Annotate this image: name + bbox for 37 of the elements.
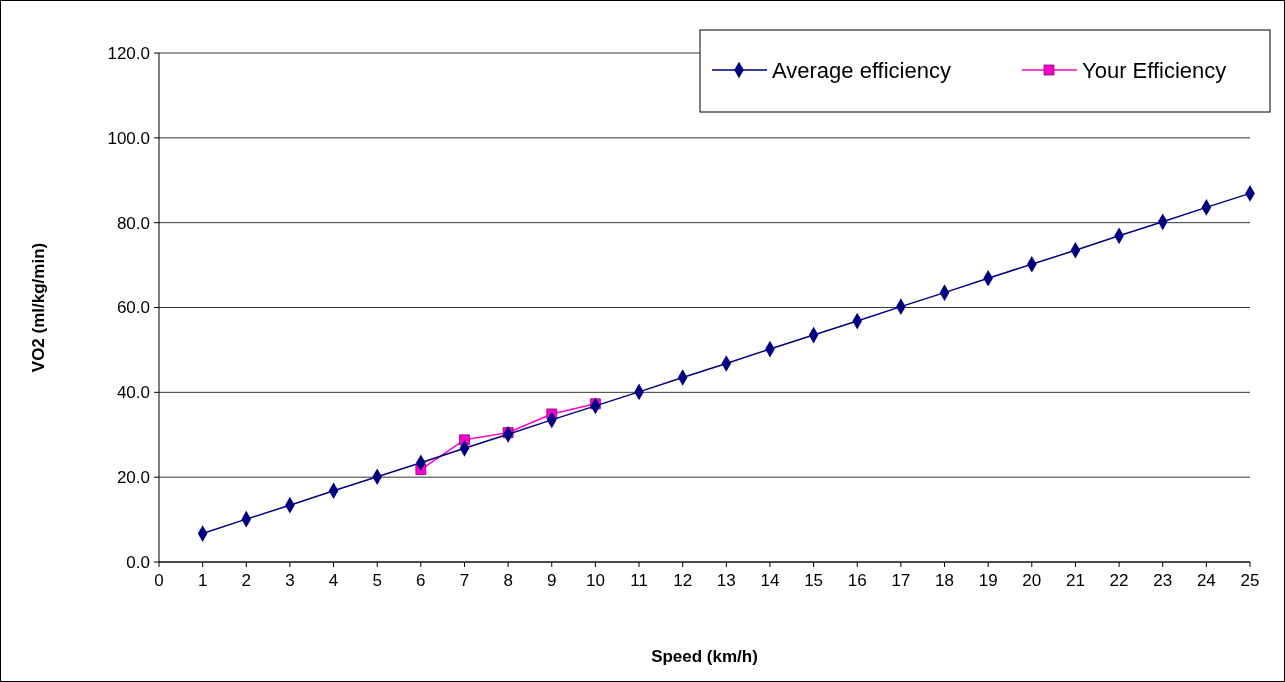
y-tick-label: 80.0	[116, 213, 150, 233]
legend-label: Your Efficiency	[1082, 57, 1227, 83]
x-tick-label: 19	[978, 571, 998, 590]
y-tick-label: 0.0	[126, 552, 150, 572]
x-tick-label: 16	[847, 571, 867, 590]
x-tick-label: 2	[241, 571, 252, 590]
x-tick-label: 13	[716, 571, 736, 590]
x-axis-title: Speed (km/h)	[651, 647, 758, 666]
y-tick-label: 20.0	[116, 468, 150, 488]
y-tick-label: 40.0	[116, 383, 150, 403]
x-tick-label: 24	[1196, 571, 1216, 590]
x-tick-label: 17	[891, 571, 911, 590]
y-tick-label: 100.0	[107, 128, 150, 148]
legend-label: Average efficiency	[772, 57, 951, 83]
x-tick-label: 25	[1240, 571, 1260, 590]
x-tick-label: 14	[760, 571, 780, 590]
x-tick-label: 6	[416, 571, 426, 590]
x-tick-label: 22	[1109, 571, 1129, 590]
x-tick-label: 12	[673, 571, 693, 590]
x-tick-label: 1	[197, 571, 208, 590]
x-tick-label: 20	[1022, 571, 1042, 590]
x-tick-label: 15	[804, 571, 824, 590]
x-tick-label: 3	[285, 571, 295, 590]
x-tick-label: 0	[154, 571, 164, 590]
x-tick-label: 21	[1065, 571, 1085, 590]
x-tick-label: 9	[547, 571, 557, 590]
y-axis-title: VO2 (ml/kg/min)	[29, 242, 48, 373]
x-tick-label: 11	[630, 571, 648, 590]
y-tick-label: 60.0	[116, 298, 150, 318]
x-tick-label: 5	[372, 571, 382, 590]
x-tick-label: 8	[503, 571, 513, 590]
x-tick-label: 4	[328, 571, 339, 590]
x-tick-label: 7	[459, 571, 470, 590]
y-tick-label: 120.0	[107, 43, 150, 63]
x-tick-label: 18	[935, 571, 954, 590]
x-tick-label: 23	[1153, 571, 1173, 590]
x-tick-label: 10	[585, 571, 605, 590]
